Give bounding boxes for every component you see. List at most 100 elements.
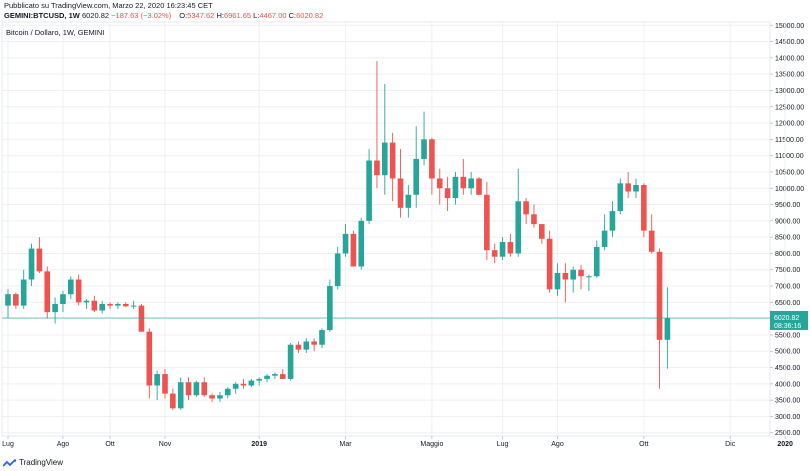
- candle-body: [146, 331, 153, 386]
- y-tick-label: 4500.00: [775, 365, 800, 372]
- y-tick-label: 9000.00: [775, 218, 800, 225]
- x-tick-label: Dic: [725, 441, 736, 448]
- candle-body: [279, 374, 286, 379]
- y-tick-label: 11500.00: [775, 137, 804, 144]
- x-tick-label: Lug: [497, 441, 509, 448]
- candle-body: [554, 273, 561, 290]
- candle-body: [91, 300, 98, 311]
- candle-body: [193, 382, 200, 396]
- y-tick-label: 14000.00: [775, 55, 804, 62]
- candle-body: [52, 303, 58, 313]
- x-tick-label: 2019: [251, 441, 267, 448]
- candle-body: [185, 382, 192, 396]
- candle-body: [342, 233, 349, 254]
- brand-label: TradingView: [19, 458, 64, 467]
- candle-body: [130, 305, 137, 307]
- high-value: 6961.65: [223, 11, 252, 20]
- candle-body: [225, 388, 231, 396]
- low-value: 4467.00: [259, 11, 287, 20]
- candle-body: [366, 160, 372, 221]
- candle-body: [397, 178, 404, 208]
- y-tick-label: 2500.00: [775, 430, 800, 437]
- candle-body: [562, 273, 569, 280]
- candle-body: [382, 142, 388, 176]
- candle-body: [460, 176, 467, 189]
- candle-body: [99, 303, 105, 311]
- candle-body: [586, 276, 592, 278]
- candle-body: [264, 375, 270, 379]
- candle-body: [13, 294, 19, 306]
- candle-body: [303, 341, 310, 350]
- candle-body: [5, 294, 11, 306]
- candle-body: [334, 253, 341, 287]
- x-tick-label: Lug: [2, 441, 14, 448]
- candle-body: [201, 382, 208, 396]
- chart-title: Bitcoin / Dollaro, 1W, GEMINI: [6, 28, 104, 37]
- candle-body: [609, 211, 616, 231]
- candle-body: [531, 214, 537, 225]
- candle-body: [217, 395, 223, 399]
- y-tick-label: 12500.00: [775, 104, 804, 111]
- candle-body: [154, 374, 160, 386]
- x-tick-label: Ago: [551, 441, 564, 448]
- candle-body: [162, 374, 168, 394]
- y-tick-label: 7000.00: [775, 284, 800, 291]
- countdown-label: 08:36:16: [774, 323, 801, 330]
- candle-body: [177, 382, 184, 409]
- change-value: −187.63 (−3.02%): [111, 11, 172, 20]
- y-tick-label: 4000.00: [775, 381, 800, 388]
- last-price: 6020.82: [81, 11, 110, 20]
- tradingview-logo-icon: [3, 458, 16, 467]
- candle-body: [539, 224, 545, 239]
- x-tick-label: Ago: [57, 441, 70, 448]
- open-label: O:: [179, 11, 188, 20]
- candle-body: [436, 178, 443, 189]
- published-info: Pubblicato su TradingView.com, Marzo 22,…: [4, 1, 213, 10]
- candle-body: [232, 383, 239, 389]
- y-tick-label: 11000.00: [775, 153, 804, 160]
- current-price-tag: [770, 310, 808, 330]
- candle-body: [429, 139, 435, 179]
- close-label: C:: [288, 11, 297, 20]
- candle-body: [209, 395, 215, 399]
- candle-body: [295, 344, 302, 350]
- x-tick-label: Ott: [639, 441, 648, 448]
- candle-body: [374, 160, 380, 176]
- y-tick-label: 10500.00: [775, 169, 804, 176]
- candle-body: [444, 188, 451, 199]
- candle-body: [170, 393, 176, 409]
- candle-body: [240, 383, 247, 386]
- candle-body: [138, 305, 145, 332]
- candle-body: [107, 303, 113, 306]
- current-price-label: 6020.82: [774, 315, 799, 322]
- candle-body: [311, 341, 317, 345]
- candle-body: [641, 184, 647, 231]
- candle-body: [389, 142, 396, 179]
- candle-body: [115, 303, 121, 306]
- candle-body: [272, 374, 278, 376]
- y-tick-label: 8500.00: [775, 235, 800, 242]
- close-value: 6020.82: [296, 11, 324, 20]
- candle-body: [593, 246, 600, 277]
- candle-body: [122, 303, 129, 307]
- y-tick-label: 15000.00: [775, 23, 804, 30]
- x-tick-label: Mar: [340, 441, 353, 448]
- x-tick-label: Nov: [159, 441, 172, 448]
- candle-body: [633, 184, 639, 192]
- candle-body: [601, 230, 608, 247]
- candle-body: [507, 242, 514, 254]
- x-tick-label: 2020: [777, 441, 793, 448]
- candle-body: [452, 176, 459, 199]
- x-tick-label: Maggio: [420, 441, 443, 448]
- y-tick-label: 12000.00: [775, 121, 804, 128]
- candle-body: [36, 248, 43, 272]
- y-tick-label: 6500.00: [775, 300, 800, 307]
- candle-body: [625, 183, 631, 192]
- candle-body: [656, 251, 663, 340]
- candle-body: [491, 250, 498, 257]
- tradingview-brand[interactable]: TradingView: [0, 455, 810, 471]
- candle-body: [405, 194, 412, 208]
- candle-body: [413, 158, 419, 195]
- candle-body: [44, 271, 51, 313]
